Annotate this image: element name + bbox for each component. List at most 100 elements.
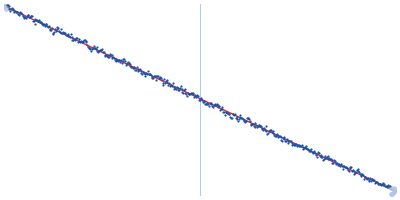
Point — [332, 162, 339, 165]
Point — [233, 115, 240, 118]
Point — [160, 81, 167, 85]
Point — [186, 92, 192, 95]
Point — [276, 134, 282, 137]
Point — [264, 132, 270, 135]
Point — [136, 68, 142, 71]
Point — [192, 93, 198, 96]
Point — [82, 39, 88, 42]
Point — [301, 146, 307, 149]
Point — [232, 116, 239, 119]
Point — [236, 114, 243, 117]
Point — [240, 117, 246, 121]
Point — [266, 129, 272, 133]
Point — [24, 14, 31, 17]
Point — [99, 48, 105, 51]
Point — [141, 72, 147, 75]
Point — [251, 125, 257, 128]
Point — [328, 158, 334, 161]
Point — [33, 18, 40, 21]
Point — [112, 57, 119, 60]
Point — [36, 19, 42, 22]
Point — [295, 143, 301, 146]
Point — [297, 145, 303, 148]
Point — [143, 72, 149, 75]
Point — [269, 130, 275, 133]
Point — [76, 37, 82, 40]
Point — [23, 16, 29, 19]
Point — [29, 15, 36, 18]
Point — [19, 13, 25, 16]
Point — [199, 98, 205, 101]
Point — [106, 55, 112, 58]
Point — [259, 126, 266, 130]
Point — [273, 134, 280, 137]
Point — [298, 143, 305, 146]
Point — [271, 134, 278, 137]
Point — [375, 182, 381, 185]
Point — [286, 140, 292, 143]
Point — [59, 31, 65, 34]
Point — [353, 171, 359, 174]
Point — [376, 182, 383, 185]
Point — [190, 92, 196, 95]
Point — [179, 90, 186, 94]
Point — [125, 61, 131, 64]
Point — [326, 156, 332, 159]
Point — [360, 177, 367, 180]
Point — [83, 39, 90, 42]
Point — [46, 27, 53, 31]
Point — [221, 110, 227, 113]
Point — [196, 98, 203, 101]
Point — [328, 159, 335, 162]
Point — [341, 165, 347, 168]
Point — [77, 40, 84, 44]
Point — [100, 50, 106, 53]
Point — [253, 124, 259, 127]
Point — [61, 32, 68, 35]
Point — [289, 144, 296, 147]
Point — [71, 38, 77, 41]
Point — [26, 16, 32, 19]
Point — [240, 119, 247, 122]
Point — [139, 72, 146, 76]
Point — [332, 160, 338, 163]
Point — [239, 117, 245, 120]
Point — [369, 177, 376, 180]
Point — [309, 150, 315, 153]
Point — [167, 84, 174, 87]
Point — [184, 94, 190, 97]
Point — [246, 118, 252, 121]
Point — [313, 153, 319, 156]
Point — [135, 69, 142, 72]
Point — [103, 54, 109, 57]
Point — [364, 178, 370, 181]
Point — [208, 103, 214, 106]
Point — [72, 39, 79, 42]
Point — [363, 176, 369, 180]
Point — [107, 52, 113, 55]
Point — [72, 37, 78, 41]
Point — [89, 47, 95, 51]
Point — [322, 155, 328, 158]
Point — [35, 19, 42, 23]
Point — [144, 70, 151, 73]
Point — [265, 132, 271, 135]
Point — [6, 4, 12, 8]
Point — [41, 22, 47, 26]
Point — [273, 135, 279, 138]
Point — [274, 133, 280, 136]
Point — [250, 122, 256, 125]
Point — [90, 46, 97, 50]
Point — [86, 46, 92, 49]
Point — [174, 87, 181, 90]
Point — [20, 16, 27, 19]
Point — [64, 34, 70, 37]
Point — [262, 129, 268, 132]
Point — [355, 170, 362, 173]
Point — [349, 169, 355, 173]
Point — [257, 125, 263, 128]
Point — [146, 73, 152, 76]
Point — [188, 92, 194, 95]
Point — [86, 46, 93, 49]
Point — [80, 41, 86, 44]
